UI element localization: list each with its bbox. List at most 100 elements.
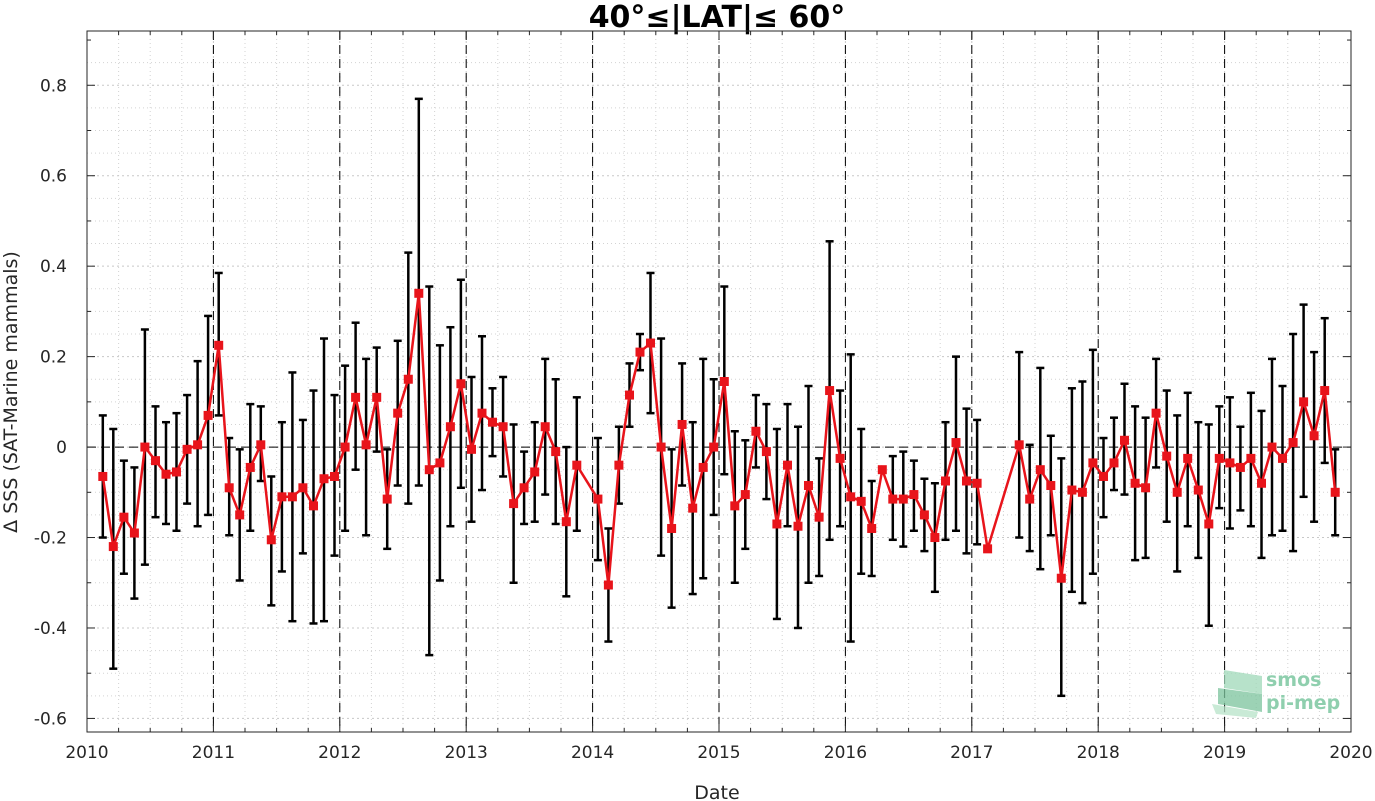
- data-point-marker: [1193, 485, 1203, 495]
- data-point-marker: [888, 494, 898, 504]
- y-tick-label: 0.2: [40, 348, 67, 368]
- data-point-marker: [688, 503, 698, 513]
- data-point-marker: [1077, 487, 1087, 497]
- data-point-marker: [898, 494, 908, 504]
- x-tick-label: 2010: [65, 743, 108, 763]
- data-point-marker: [393, 408, 403, 418]
- data-point-marker: [972, 478, 982, 488]
- data-point-marker: [856, 496, 866, 506]
- data-point-marker: [519, 483, 529, 493]
- data-point-marker: [224, 483, 234, 493]
- data-point-marker: [709, 442, 719, 452]
- data-point-marker: [1141, 483, 1151, 493]
- data-point-marker: [1088, 458, 1098, 468]
- data-point-marker: [193, 440, 203, 450]
- data-point-marker: [182, 444, 192, 454]
- data-point-marker: [846, 492, 856, 502]
- logo-text-pimep: pi-mep: [1266, 692, 1340, 714]
- data-point-marker: [382, 494, 392, 504]
- data-point-marker: [1277, 453, 1287, 463]
- data-point-marker: [814, 512, 824, 522]
- smos-pi-mep-logo: smos pi-mep: [1212, 669, 1340, 718]
- data-point-marker: [245, 462, 255, 472]
- data-point-marker: [761, 447, 771, 457]
- data-point-marker: [1014, 440, 1024, 450]
- data-point-marker: [1299, 397, 1309, 407]
- x-axis-label: Date: [694, 782, 739, 801]
- logo-text-smos: smos: [1266, 669, 1321, 691]
- data-point-marker: [1214, 453, 1224, 463]
- data-point-marker: [656, 442, 666, 452]
- x-tick-label: 2019: [1203, 743, 1246, 763]
- data-point-marker: [983, 544, 993, 554]
- chart-title: 40°≤|LAT|≤ 60°: [589, 0, 846, 35]
- y-axis-label: Δ SSS (SAT-Marine mammals): [0, 251, 22, 533]
- data-point-marker: [414, 288, 424, 298]
- data-point-marker: [930, 533, 940, 543]
- data-point-marker: [456, 379, 466, 389]
- data-point-marker: [941, 476, 951, 486]
- x-tick-label: 2012: [318, 743, 361, 763]
- x-tick-label: 2014: [571, 743, 614, 763]
- data-point-marker: [1183, 453, 1193, 463]
- data-point-marker: [1172, 487, 1182, 497]
- data-point-marker: [477, 408, 487, 418]
- data-point-marker: [214, 340, 224, 350]
- x-tick-label: 2011: [192, 743, 235, 763]
- data-point-marker: [340, 442, 350, 452]
- data-point-marker: [487, 417, 497, 427]
- y-tick-label: 0.4: [40, 257, 67, 277]
- data-point-marker: [1257, 478, 1267, 488]
- data-point-marker: [677, 419, 687, 429]
- logo-icon: [1212, 670, 1262, 718]
- data-point-marker: [1109, 458, 1119, 468]
- y-tick-label: 0.6: [40, 167, 67, 187]
- data-point-marker: [351, 392, 361, 402]
- data-point-marker: [1320, 386, 1330, 396]
- data-point-marker: [140, 442, 150, 452]
- data-point-marker: [698, 462, 708, 472]
- x-tick-label: 2020: [1329, 743, 1372, 763]
- data-point-marker: [498, 422, 508, 432]
- data-series: [98, 288, 1340, 590]
- data-point-marker: [572, 460, 582, 470]
- data-point-marker: [645, 338, 655, 348]
- data-point-marker: [603, 580, 613, 590]
- data-point-marker: [171, 467, 181, 477]
- data-point-marker: [593, 494, 603, 504]
- data-point-marker: [751, 426, 761, 436]
- y-axis-ticks: 0.8 0.6 0.4 0.2 0 -0.2 -0.4 -0.6: [34, 39, 1351, 729]
- data-point-marker: [1067, 485, 1077, 495]
- data-point-marker: [772, 519, 782, 529]
- data-point-marker: [951, 438, 961, 448]
- data-point-marker: [1046, 481, 1056, 491]
- data-point-marker: [1099, 471, 1109, 481]
- data-point-marker: [1204, 519, 1214, 529]
- data-point-marker: [119, 512, 129, 522]
- x-tick-label: 2016: [824, 743, 867, 763]
- data-point-marker: [1151, 408, 1161, 418]
- x-axis-ticks: 2010 2011 2012 2013 2014 2015 2016 2017 2018 2019…: [65, 31, 1373, 763]
- data-point-marker: [361, 440, 371, 450]
- data-point-marker: [235, 510, 245, 520]
- data-point-marker: [287, 492, 297, 502]
- data-point-marker: [1130, 478, 1140, 488]
- data-point-marker: [1225, 458, 1235, 468]
- data-point-marker: [435, 458, 445, 468]
- x-tick-label: 2015: [697, 743, 740, 763]
- data-point-marker: [551, 447, 561, 457]
- data-point-marker: [730, 501, 740, 511]
- data-point-marker: [1309, 431, 1319, 441]
- data-point-marker: [1235, 462, 1245, 472]
- data-point-marker: [151, 456, 161, 466]
- data-point-marker: [1267, 442, 1277, 452]
- data-point-marker: [509, 499, 519, 509]
- x-tick-label: 2018: [1077, 743, 1120, 763]
- data-point-marker: [793, 521, 803, 531]
- data-point-marker: [98, 471, 108, 481]
- data-point-marker: [667, 523, 677, 533]
- data-point-marker: [803, 481, 813, 491]
- data-point-marker: [467, 444, 477, 454]
- data-point-marker: [1056, 573, 1066, 583]
